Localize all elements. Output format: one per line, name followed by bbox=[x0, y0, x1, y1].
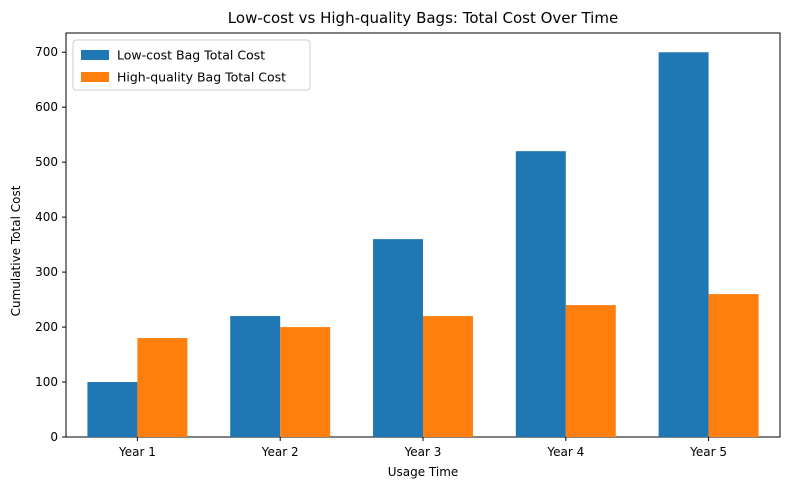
y-tick-label: 300 bbox=[35, 265, 58, 279]
y-tick-label: 100 bbox=[35, 375, 58, 389]
legend-box bbox=[72, 39, 311, 91]
y-tick-label: 700 bbox=[35, 45, 58, 59]
x-tick-label: Year 3 bbox=[404, 445, 442, 459]
y-tick-label: 400 bbox=[35, 210, 58, 224]
chart-title: Low-cost vs High-quality Bags: Total Cos… bbox=[228, 9, 618, 27]
y-tick-label: 200 bbox=[35, 320, 58, 334]
y-tick-label: 600 bbox=[35, 100, 58, 114]
legend-swatch-1 bbox=[81, 72, 109, 82]
bar-s1-1 bbox=[280, 327, 331, 437]
ticks-layer: 0 100 200 300 400 500 600 700 Year 1 Year 2 Year 3… bbox=[35, 45, 727, 459]
y-tick-label: 500 bbox=[35, 155, 58, 169]
bar-s0-1 bbox=[230, 316, 281, 437]
bar-s1-3 bbox=[565, 305, 616, 437]
bar-s0-3 bbox=[515, 151, 566, 437]
y-axis-label: Cumulative Total Cost bbox=[9, 185, 23, 316]
legend-label-1: High-quality Bag Total Cost bbox=[117, 70, 286, 85]
bar-s0-0 bbox=[87, 382, 138, 437]
x-tick-label: Year 2 bbox=[261, 445, 299, 459]
bar-s0-4 bbox=[658, 52, 709, 437]
x-tick-label: Year 4 bbox=[546, 445, 584, 459]
bar-s1-2 bbox=[423, 316, 473, 437]
y-tick-label: 0 bbox=[50, 430, 58, 444]
x-tick-label: Year 5 bbox=[689, 445, 727, 459]
bars-layer bbox=[87, 52, 759, 437]
bar-s0-2 bbox=[373, 239, 423, 437]
legend: Low-cost Bag Total Cost High-quality Bag … bbox=[72, 39, 311, 91]
legend-swatch-0 bbox=[81, 50, 109, 60]
legend-label-0: Low-cost Bag Total Cost bbox=[117, 48, 265, 63]
bar-s1-4 bbox=[708, 294, 759, 437]
x-axis-label: Usage Time bbox=[388, 465, 459, 479]
bar-s1-0 bbox=[137, 338, 188, 437]
x-tick-label: Year 1 bbox=[118, 445, 156, 459]
